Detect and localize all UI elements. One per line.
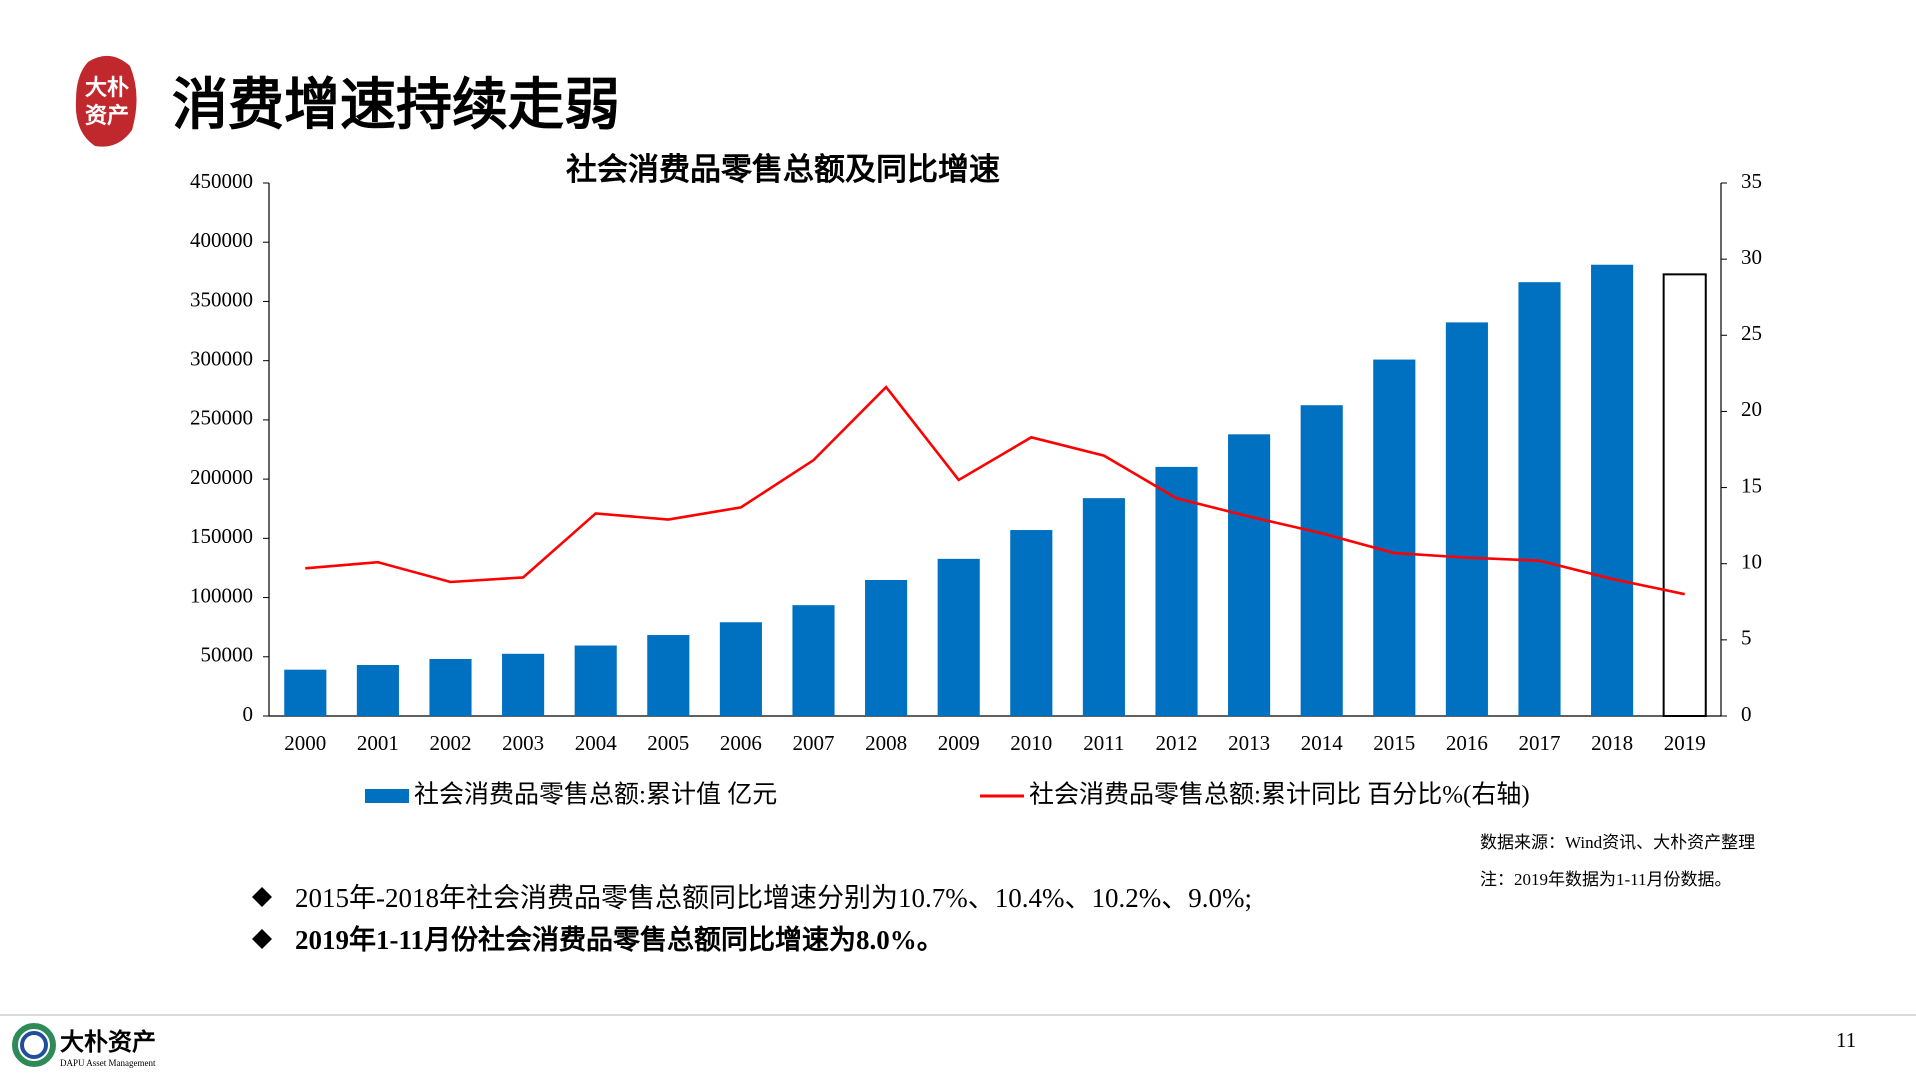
y2-tick-label: 30 [1741, 245, 1762, 269]
x-tick-label: 2000 [284, 731, 326, 755]
bar [1518, 282, 1561, 716]
logo-stamp [75, 55, 137, 147]
bullet-text: 2015年-2018年社会消费品零售总额同比增速分别为10.7%、10.4%、1… [295, 883, 1252, 913]
y-tick-label: 100000 [190, 583, 253, 607]
y2-tick-label: 10 [1741, 550, 1762, 574]
x-tick-label: 2006 [720, 731, 762, 755]
y2-tick-label: 0 [1741, 702, 1752, 726]
bar [574, 645, 617, 716]
footer-name: 大朴资产 [60, 1028, 156, 1056]
bar [1591, 264, 1634, 716]
x-tick-label: 2013 [1228, 731, 1270, 755]
logo-text: 大朴 [85, 75, 129, 100]
source-note: 数据来源：Wind资讯、大朴资产整理 [1480, 833, 1755, 852]
x-tick-label: 2007 [793, 731, 835, 755]
bar [1155, 466, 1198, 716]
x-tick-label: 2012 [1156, 731, 1198, 755]
y-tick-label: 350000 [190, 287, 253, 311]
note: 注：2019年数据为1-11月份数据。 [1480, 870, 1732, 889]
bullet-icon [252, 929, 272, 949]
x-tick-label: 2017 [1519, 731, 1561, 755]
y-tick-label: 150000 [190, 524, 253, 548]
x-tick-label: 2016 [1446, 731, 1488, 755]
bar [792, 605, 835, 716]
legend-label: 社会消费品零售总额:累计值 亿元 [414, 781, 777, 809]
bar [284, 669, 327, 716]
bar [1445, 322, 1488, 716]
page-title: 消费增速持续走弱 [172, 75, 620, 137]
bar [1082, 498, 1125, 716]
bar [719, 622, 762, 716]
chart-title: 社会消费品零售总额及同比增速 [566, 152, 1000, 187]
y-tick-label: 0 [243, 702, 254, 726]
footer-logo [12, 1023, 56, 1067]
x-tick-label: 2002 [430, 731, 472, 755]
footer-sub: DAPU Asset Management [60, 1058, 156, 1068]
y-tick-label: 200000 [190, 465, 253, 489]
logo-text: 资产 [85, 103, 129, 128]
legend-label: 社会消费品零售总额:累计同比 百分比%(右轴) [1029, 781, 1530, 809]
bar [1662, 273, 1707, 717]
y2-tick-label: 25 [1741, 321, 1762, 345]
y2-tick-label: 15 [1741, 473, 1762, 497]
x-tick-label: 2011 [1083, 731, 1124, 755]
y2-tick-label: 5 [1741, 626, 1752, 650]
bullet-text: 2019年1-11月份社会消费品零售总额同比增速为8.0%。 [295, 924, 944, 955]
y2-tick-label: 35 [1741, 169, 1762, 193]
bar [1010, 530, 1053, 716]
y-tick-label: 300000 [190, 346, 253, 370]
x-tick-label: 2008 [865, 731, 907, 755]
bar [429, 658, 472, 716]
bar [647, 635, 690, 716]
x-tick-label: 2019 [1664, 731, 1706, 755]
x-tick-label: 2005 [647, 731, 689, 755]
bar [502, 653, 545, 716]
x-tick-label: 2009 [938, 731, 980, 755]
bar [1373, 359, 1416, 716]
bar [1300, 405, 1343, 716]
bar [865, 579, 908, 716]
bar [937, 558, 980, 716]
y-tick-label: 50000 [201, 643, 254, 667]
x-tick-label: 2001 [357, 731, 399, 755]
legend-swatch [365, 789, 409, 803]
x-tick-label: 2010 [1010, 731, 1052, 755]
bullet-icon [252, 887, 272, 907]
bar [1228, 434, 1271, 716]
line [305, 385, 1685, 596]
x-tick-label: 2014 [1301, 731, 1344, 755]
page-number: 11 [1836, 1028, 1856, 1052]
y-tick-label: 250000 [190, 406, 253, 430]
x-tick-label: 2003 [502, 731, 544, 755]
x-tick-label: 2018 [1591, 731, 1633, 755]
x-tick-label: 2015 [1373, 731, 1415, 755]
footer-logo [20, 1031, 48, 1059]
y2-tick-label: 20 [1741, 397, 1762, 421]
bar [356, 665, 399, 716]
y-tick-label: 400000 [190, 228, 253, 252]
x-tick-label: 2004 [575, 731, 618, 755]
y-tick-label: 450000 [190, 169, 253, 193]
